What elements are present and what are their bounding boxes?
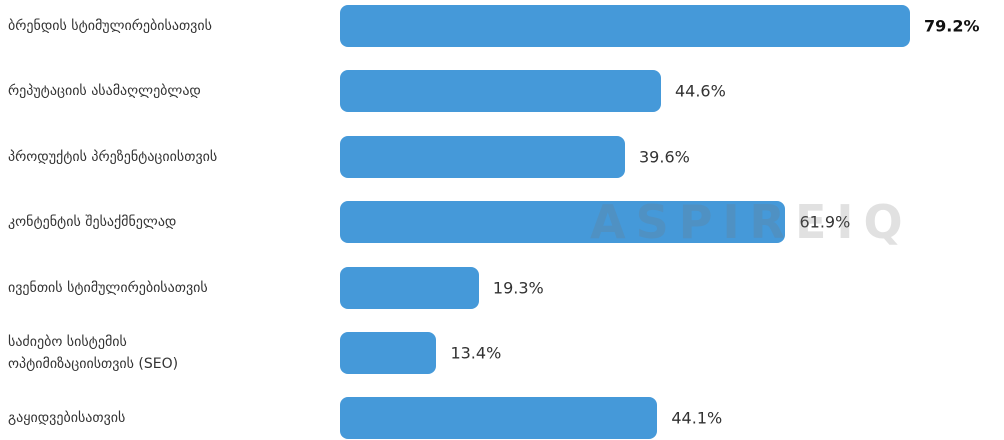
bar [340,397,658,440]
category-label: პროდუქტის პრეზენტაციისთვის [8,148,218,165]
category-label: რეპუტაციის ასამაღლებლად [8,83,201,100]
category-label: გაყიდვებისათვის [8,410,126,427]
category-label: საძიებო სისტემის ოპტიმიზაციისთვის (SEO) [8,334,179,372]
category-label: კონტენტის შესაქმნელად [8,214,177,231]
value-label: 39.6% [639,147,690,167]
category-label: ივენთის სტიმულირებისათვის [8,279,208,296]
value-label: 44.6% [674,81,726,101]
bar [340,332,437,374]
value-label: 79.2% [924,16,980,36]
value-label: 44.1% [671,408,723,428]
bar [340,201,786,244]
bar [340,5,910,47]
value-label: 13.4% [450,343,502,363]
bar [340,266,479,309]
category-label: ბრენდის სტიმულირებისათვის [8,18,212,34]
value-label: 61.9% [799,212,851,232]
value-label: 19.3% [492,278,544,298]
bar [340,135,625,178]
bar [340,70,661,113]
